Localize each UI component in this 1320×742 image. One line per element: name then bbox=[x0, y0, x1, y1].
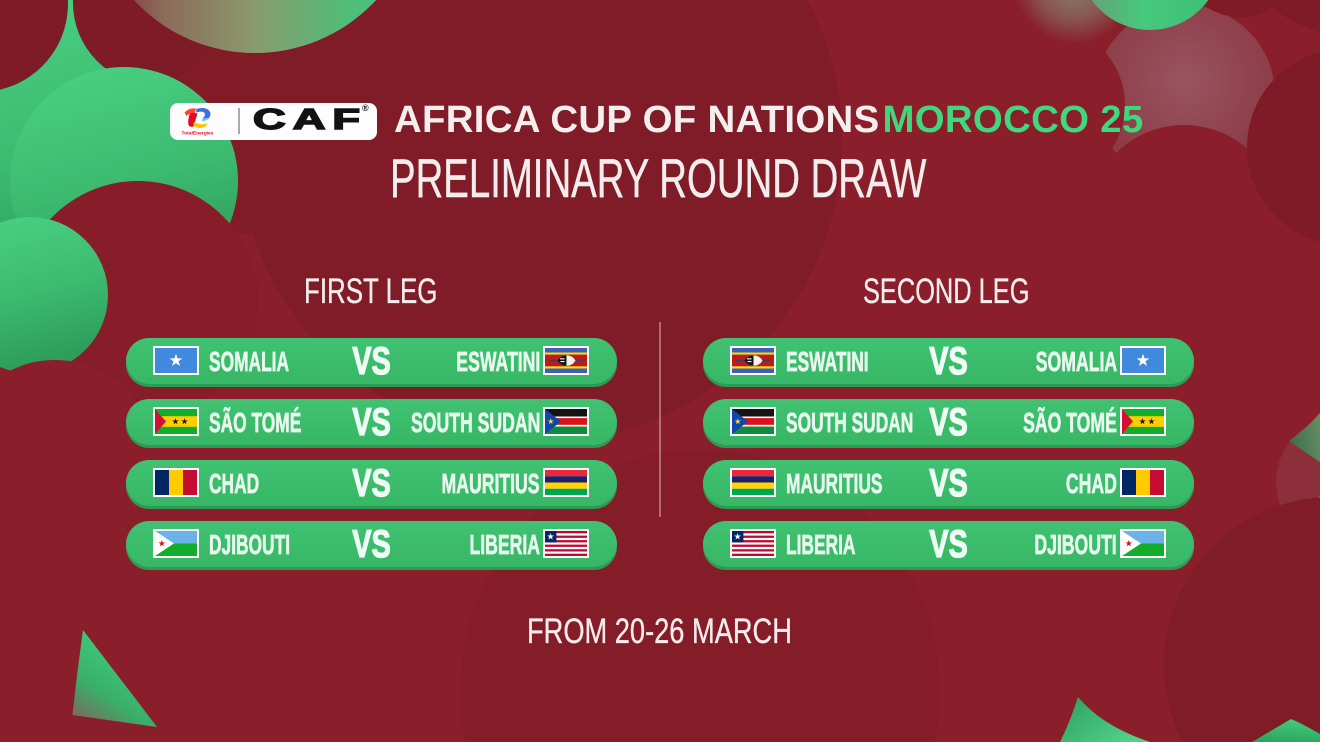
svg-text:TotalEnergies: TotalEnergies bbox=[182, 131, 214, 137]
